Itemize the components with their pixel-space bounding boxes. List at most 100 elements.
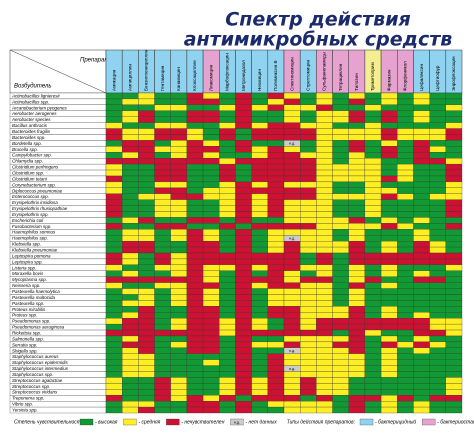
cell [364,335,382,343]
cell [154,318,171,325]
cell [283,92,301,100]
cell [219,389,236,396]
cell [170,335,188,343]
cell [122,288,139,295]
cell [413,347,430,354]
cell [316,134,333,141]
cell [364,104,382,111]
cell [348,175,366,183]
cell [332,353,349,360]
cell [267,240,285,248]
cell [202,128,220,135]
cell [267,329,285,337]
cell [219,353,236,360]
cell [122,282,139,289]
row-name: Bacteroides fragilis [12,129,51,134]
cell [219,323,236,331]
cell [316,187,333,194]
cell [219,264,236,271]
cell [300,116,317,123]
cell [138,205,155,212]
cell [122,116,139,123]
cell [397,217,414,224]
cell [429,341,446,348]
cell [413,116,430,123]
cell [332,400,349,408]
cell [202,146,220,153]
row-name: Arcanobacterium pyogenes [11,105,68,110]
cell [267,312,285,319]
cell [186,98,204,106]
cell [445,341,463,348]
cell [316,353,333,360]
cell [300,300,317,307]
cell [138,264,155,271]
cell [429,365,446,372]
cell [267,229,285,236]
cell [429,92,446,100]
cell [170,92,188,100]
cell [300,341,317,348]
cell [219,128,236,135]
cell [122,187,139,194]
cell [105,252,123,260]
cell [170,205,188,212]
cell [348,104,366,111]
cell [300,276,317,283]
cell [186,199,204,206]
cell [348,294,366,301]
cell [202,92,220,100]
cell [219,329,236,337]
cell [332,335,349,343]
cell [202,98,220,106]
cell [397,211,414,218]
cell [364,163,382,171]
cell [300,264,317,271]
cell [138,152,155,159]
cell [154,258,171,266]
cell [138,110,155,117]
cell [397,323,414,331]
cell [316,211,333,218]
cell [251,323,268,331]
cell [397,258,414,266]
cell [332,318,349,325]
cell [267,163,285,171]
cell [429,371,446,378]
cell [283,246,301,254]
cell [186,205,204,212]
cell [413,270,430,277]
cell [219,116,236,123]
cell [219,193,236,200]
cell [348,389,366,396]
cell [364,383,382,390]
cell [267,353,285,360]
cell [235,276,252,283]
cell [364,377,382,384]
cell [202,193,220,200]
row-name: Proteus mirabilis [12,307,46,312]
cell [105,341,123,348]
cell [429,229,446,236]
cell [397,122,414,129]
cell [170,258,188,266]
cell [154,211,171,218]
cell [170,169,188,177]
cell [235,400,252,408]
cell [316,276,333,283]
cell [316,158,333,165]
cell [380,371,398,378]
cell [380,318,398,325]
cell [348,306,366,313]
cell [154,187,171,194]
cell [364,359,382,366]
cell [380,395,398,402]
cell [283,383,301,390]
cell [186,258,204,266]
cell [445,235,463,242]
cell [397,110,414,117]
title: Спектр действия [225,9,410,31]
cell [170,323,188,331]
cell [429,258,446,266]
cell [202,235,220,242]
